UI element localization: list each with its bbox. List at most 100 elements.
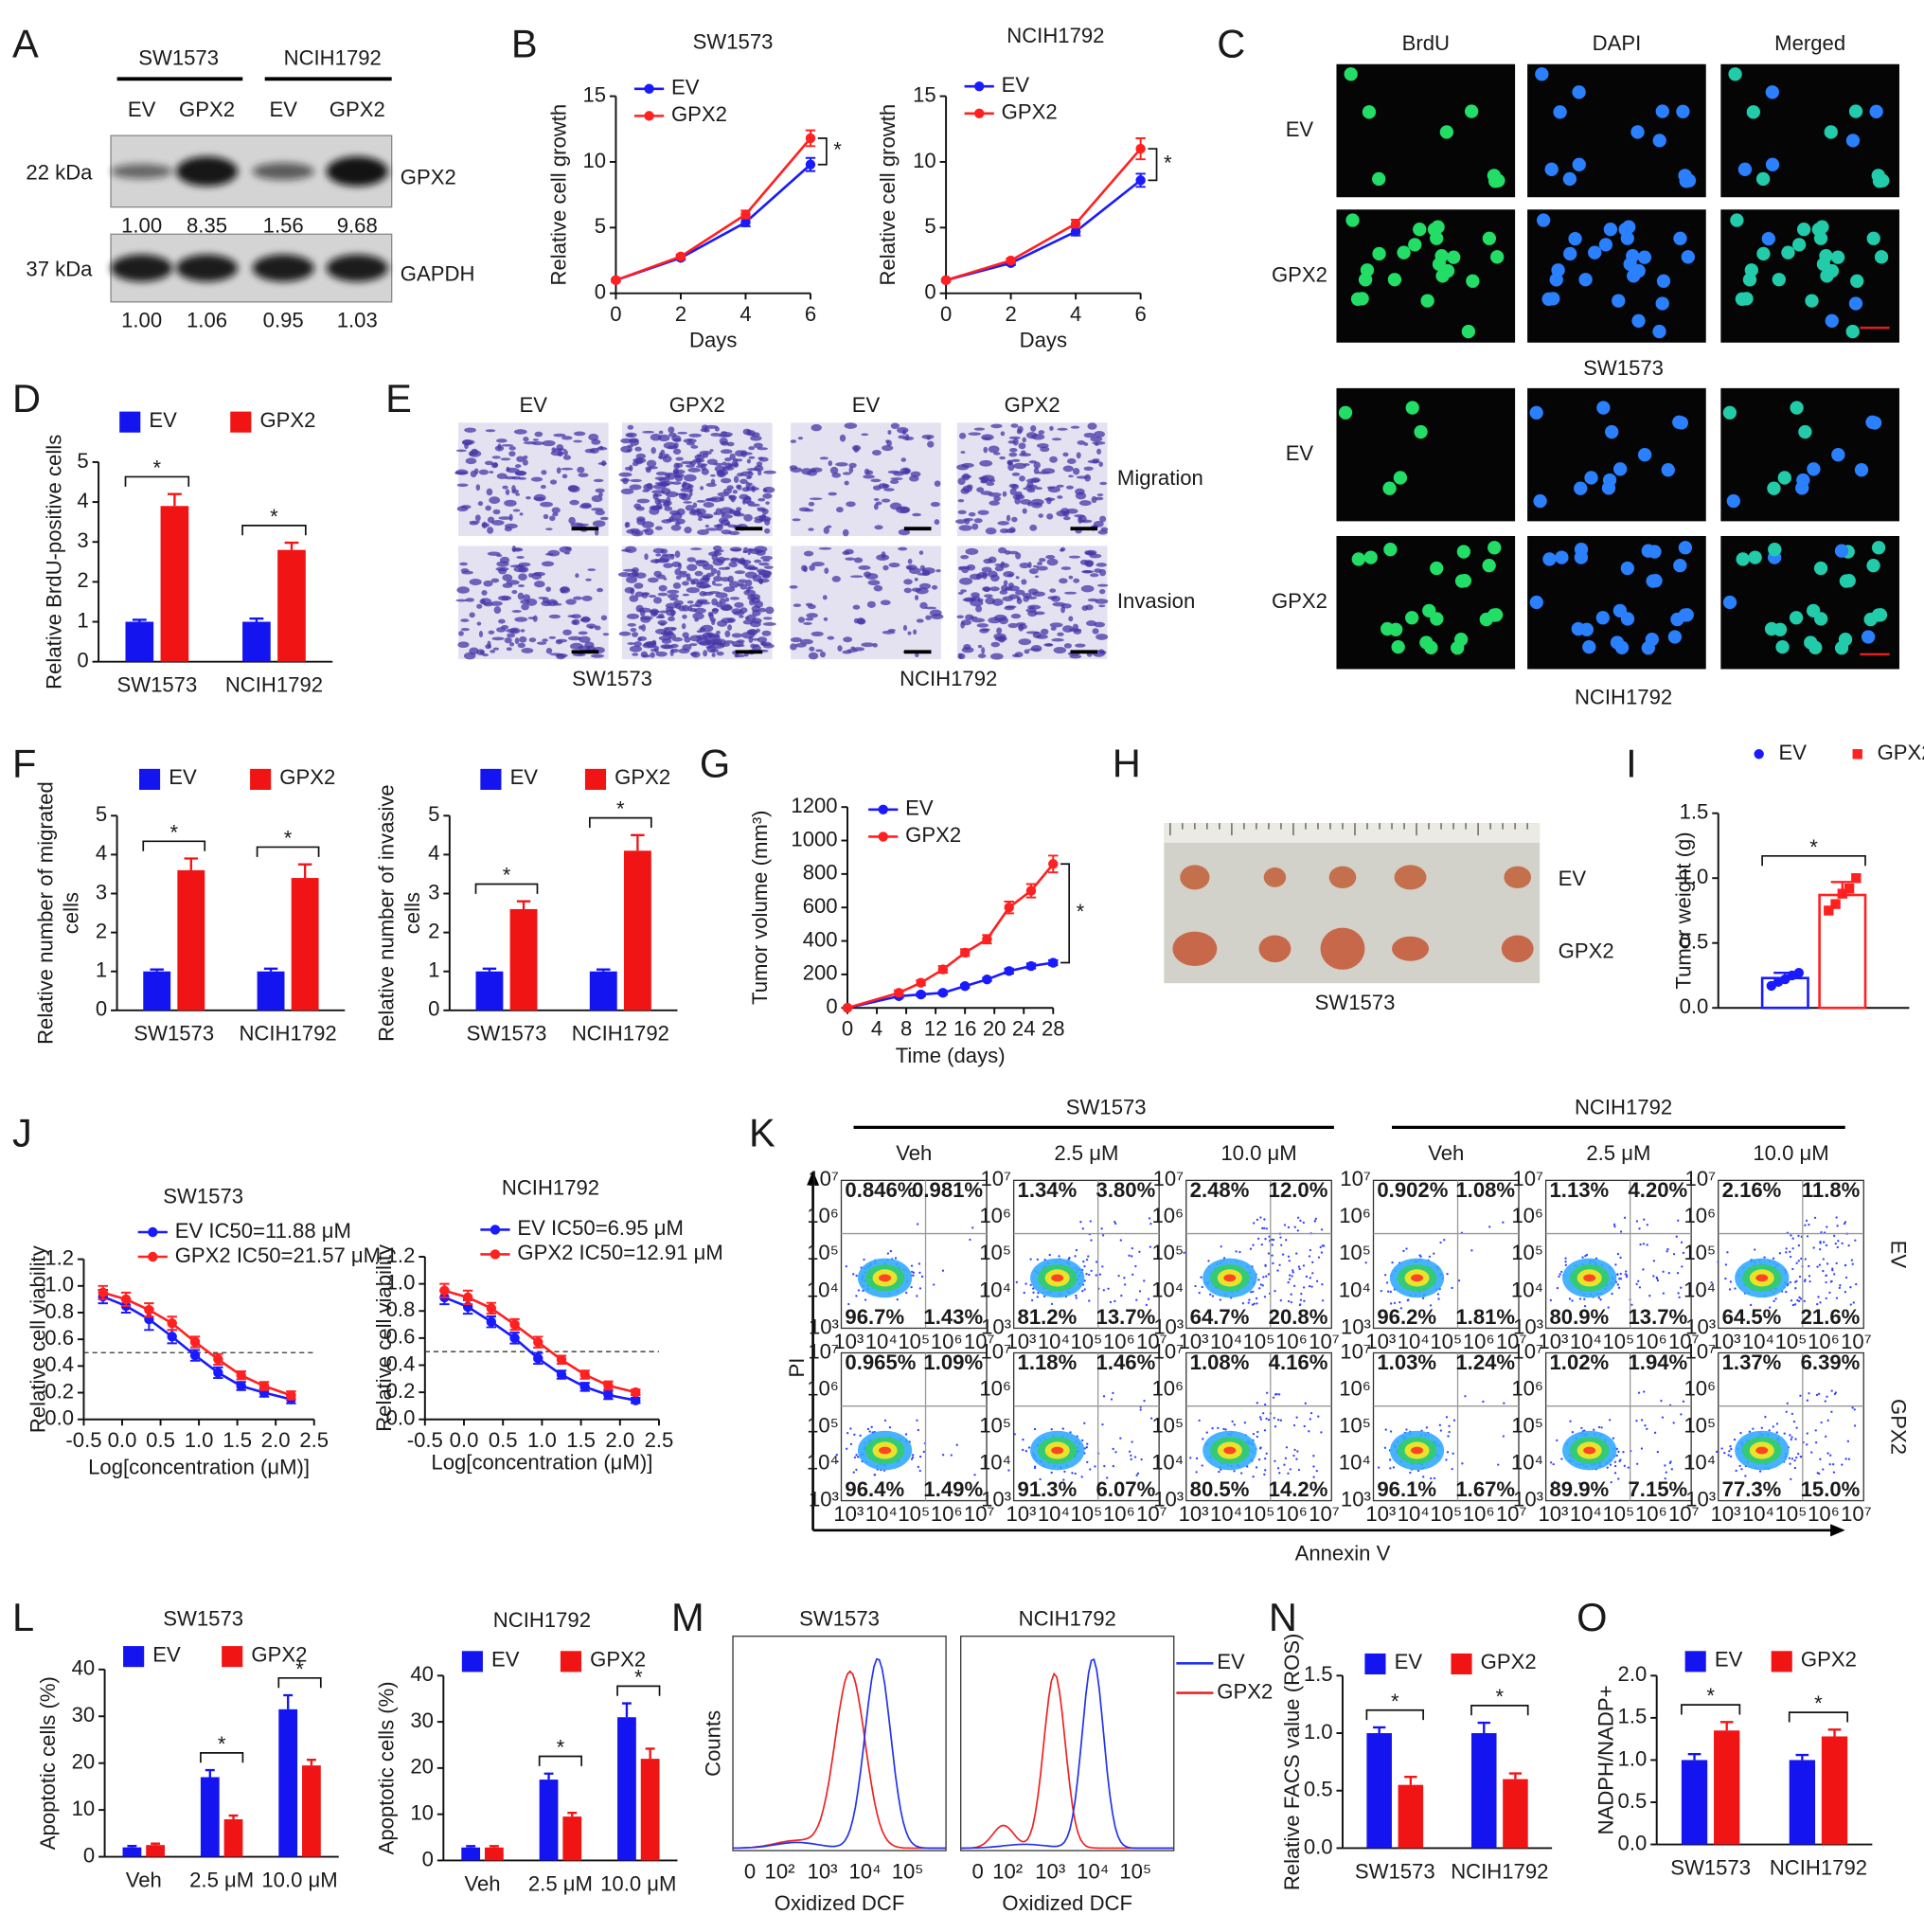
event xyxy=(1613,1472,1617,1475)
event xyxy=(1728,1450,1731,1453)
cell xyxy=(487,527,494,534)
panel-label: O xyxy=(1577,1595,1607,1639)
event xyxy=(1030,1298,1034,1302)
cell xyxy=(969,573,983,581)
x-tick-label: 10⁵ xyxy=(1430,1502,1462,1526)
cell xyxy=(1391,639,1405,654)
tumor xyxy=(1180,865,1210,890)
cell xyxy=(1466,274,1480,288)
cell xyxy=(628,438,639,443)
cell xyxy=(724,597,730,602)
cell xyxy=(810,467,823,473)
event xyxy=(1389,1430,1393,1433)
series-line xyxy=(846,863,1055,1010)
cell xyxy=(1362,105,1377,119)
event xyxy=(1646,1427,1648,1431)
event xyxy=(1257,1279,1260,1281)
cell xyxy=(697,454,703,457)
cell xyxy=(1087,422,1097,430)
cell xyxy=(658,584,668,592)
event xyxy=(1791,1237,1794,1240)
event xyxy=(1610,1480,1612,1484)
x-tick-label: 10³ xyxy=(1179,1502,1209,1526)
event xyxy=(1729,1455,1733,1458)
event xyxy=(1433,1252,1435,1255)
cell xyxy=(567,635,582,641)
cell xyxy=(690,580,696,585)
x-tick-label: 10⁵ xyxy=(892,1859,924,1883)
bar xyxy=(277,549,306,662)
x-tick-label: 10³ xyxy=(1711,1330,1741,1353)
x-tick-label: 10⁷ xyxy=(1668,1502,1700,1526)
cell xyxy=(667,445,678,450)
cell xyxy=(647,577,659,583)
band xyxy=(176,156,239,187)
event xyxy=(1583,1304,1587,1308)
event xyxy=(1272,1396,1275,1399)
event xyxy=(1251,1303,1255,1306)
event xyxy=(1832,1463,1835,1466)
cell xyxy=(1414,424,1428,439)
cell xyxy=(979,628,989,634)
x-tick-label: SW1573 xyxy=(1355,1859,1435,1883)
event xyxy=(1023,1291,1025,1295)
cell xyxy=(578,645,592,651)
event xyxy=(1256,1218,1259,1222)
y-tick-label: 10⁵ xyxy=(979,1413,1011,1437)
event xyxy=(852,1273,855,1276)
cell xyxy=(501,596,509,600)
cell xyxy=(591,494,603,503)
event xyxy=(1201,1285,1203,1289)
event xyxy=(1630,1303,1633,1306)
x-tick-label: 6 xyxy=(1134,302,1146,326)
cell xyxy=(723,640,735,644)
cell xyxy=(792,518,801,522)
cell xyxy=(1533,493,1547,509)
tumor xyxy=(1504,866,1532,889)
cell xyxy=(643,642,651,647)
data-point xyxy=(1070,226,1081,237)
event xyxy=(1775,1431,1778,1434)
cell xyxy=(742,550,748,554)
event xyxy=(1436,1293,1440,1296)
cell xyxy=(739,557,746,564)
cell xyxy=(757,497,766,502)
panel-label: C xyxy=(1217,22,1245,66)
cell xyxy=(1075,643,1086,648)
cell xyxy=(873,584,883,592)
bar xyxy=(640,1759,660,1861)
cell xyxy=(1555,550,1569,564)
cell xyxy=(1419,635,1434,650)
event xyxy=(1027,1446,1031,1449)
x-tick-label: 6 xyxy=(805,302,816,326)
error-bar xyxy=(228,1814,239,1820)
cell xyxy=(1018,442,1026,450)
cell xyxy=(718,566,731,570)
cell xyxy=(1568,231,1582,246)
cell xyxy=(692,502,698,509)
event xyxy=(1789,1250,1791,1253)
event xyxy=(1405,1247,1408,1250)
event xyxy=(1443,1239,1446,1242)
y-tick-label: 0.0 xyxy=(1304,1834,1333,1858)
event xyxy=(1300,1293,1303,1296)
cell xyxy=(809,646,815,652)
cell xyxy=(626,576,638,583)
event xyxy=(1502,1435,1505,1438)
event xyxy=(1830,1279,1833,1283)
legend-label: EV IC50=6.95 μM xyxy=(517,1216,684,1240)
event xyxy=(1792,1420,1796,1423)
significance-label: * xyxy=(503,864,511,887)
event xyxy=(1611,1292,1613,1296)
cell xyxy=(975,605,983,613)
cell xyxy=(990,653,1004,660)
data-point xyxy=(579,1369,590,1380)
cell xyxy=(662,455,672,463)
band xyxy=(326,156,388,187)
cell xyxy=(709,449,714,453)
cell xyxy=(523,440,537,445)
cell xyxy=(716,630,721,635)
cell xyxy=(808,528,814,531)
event xyxy=(1682,1251,1685,1255)
data-point xyxy=(1135,143,1146,154)
